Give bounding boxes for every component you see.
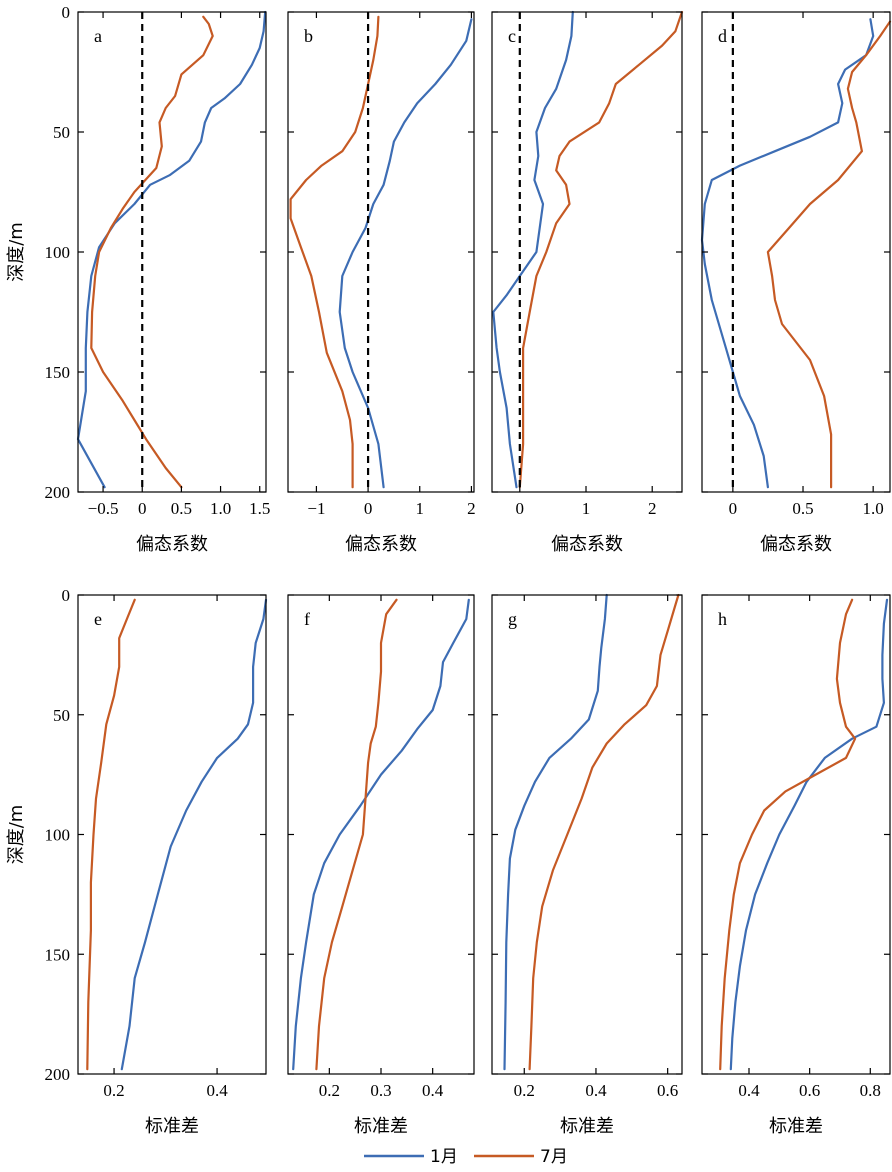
y-tick-label-e: 100 (45, 826, 71, 845)
panel-b: −1 0 1 2 b 偏态系数 (287, 11, 476, 555)
panel-letter-a: a (94, 26, 102, 46)
x-tick-label-a: 1.5 (249, 499, 270, 518)
series-line-jan-f (292, 598, 470, 1071)
series-line-jan-e (120, 598, 268, 1071)
y-tick-label-e: 150 (45, 945, 71, 964)
plot-frame-d (701, 11, 891, 493)
y-tick-label-e: 200 (45, 1065, 71, 1084)
x-tick-label-d: 0.5 (792, 499, 813, 518)
plot-frame-a (77, 11, 267, 493)
panel-a: 0 50 100 150 200 −0.5 0 0.5 1.0 1.5 a 偏态系数 深度/m (6, 3, 270, 555)
series-line-jul-b (289, 15, 380, 489)
panel-letter-b: b (304, 26, 313, 46)
x-tick-label-a: 0.5 (171, 499, 192, 518)
panel-letter-d: d (718, 26, 727, 46)
series-line-jan-g (503, 593, 608, 1071)
panel-h: 0.4 0.6 0.8 h 标准差 (701, 594, 891, 1137)
x-tick-label-a: 0 (138, 499, 147, 518)
x-tick-label-b: −1 (307, 499, 325, 518)
y-tick-label-e: 50 (53, 706, 70, 725)
legend: 1月 7月 (364, 1147, 568, 1167)
x-tick-label-c: 0 (516, 499, 525, 518)
x-tick-label-g: 0.6 (657, 1081, 678, 1100)
series-line-jul-d (766, 20, 892, 489)
x-axis-label-c: 偏态系数 (551, 534, 623, 555)
x-axis-label-g: 标准差 (560, 1116, 614, 1137)
panel-c: 0 1 2 c 偏态系数 (491, 10, 684, 555)
series-line-jul-h (719, 598, 857, 1071)
plot-frame-h (701, 594, 891, 1075)
y-axis-label-1: 深度/m (6, 805, 27, 865)
x-tick-label-a: −0.5 (88, 499, 119, 518)
plot-frame-e (77, 594, 267, 1075)
panel-d: 0 0.5 1.0 d 偏态系数 (700, 11, 892, 555)
x-tick-label-e: 0.2 (103, 1081, 124, 1100)
x-tick-label-b: 1 (416, 499, 425, 518)
plot-frame-b (287, 11, 475, 493)
y-tick-label-a: 200 (45, 483, 71, 502)
x-tick-label-h: 0.8 (860, 1081, 881, 1100)
x-tick-label-g: 0.4 (585, 1081, 607, 1100)
y-axis-label-0: 深度/m (6, 222, 27, 282)
panel-e: 0 50 100 150 200 0.2 0.4 e 标准差 深度/m (6, 586, 268, 1137)
x-tick-label-f: 0.2 (319, 1081, 340, 1100)
series-line-jul-a (90, 15, 214, 489)
panel-g: 0.2 0.4 0.6 g 标准差 (491, 593, 683, 1137)
x-axis-label-h: 标准差 (769, 1116, 823, 1137)
x-tick-label-d: 1.0 (863, 499, 884, 518)
x-tick-label-f: 0.4 (422, 1081, 444, 1100)
x-tick-label-d: 0 (729, 499, 738, 518)
y-tick-label-a: 150 (45, 363, 71, 382)
series-line-jan-h (729, 598, 889, 1071)
legend-label-jul: 7月 (540, 1147, 568, 1167)
series-line-jul-g (528, 593, 680, 1071)
x-tick-label-b: 0 (364, 499, 373, 518)
series-line-jul-e (86, 598, 136, 1071)
x-tick-label-c: 2 (648, 499, 657, 518)
x-tick-label-h: 0.4 (738, 1081, 760, 1100)
panel-letter-g: g (508, 609, 517, 629)
plot-frame-g (491, 594, 683, 1075)
panel-letter-h: h (718, 609, 727, 629)
x-axis-label-e: 标准差 (145, 1116, 199, 1137)
x-tick-label-h: 0.6 (799, 1081, 820, 1100)
panel-letter-f: f (304, 609, 310, 629)
x-axis-label-a: 偏态系数 (136, 534, 208, 555)
panel-letter-c: c (508, 26, 516, 46)
panel-letter-e: e (94, 609, 102, 629)
series-line-jan-d (700, 18, 875, 489)
y-tick-label-a: 100 (45, 243, 71, 262)
x-tick-label-f: 0.3 (370, 1081, 391, 1100)
series-line-jan-b (338, 18, 473, 489)
y-tick-label-a: 0 (62, 3, 71, 22)
x-tick-label-e: 0.4 (206, 1081, 228, 1100)
y-tick-label-e: 0 (62, 586, 71, 605)
x-tick-label-a: 1.0 (210, 499, 231, 518)
legend-label-jan: 1月 (430, 1147, 458, 1167)
panel-f: 0.2 0.3 0.4 f 标准差 (287, 594, 475, 1137)
y-tick-label-a: 50 (53, 123, 70, 142)
x-axis-label-d: 偏态系数 (760, 534, 832, 555)
x-axis-label-f: 标准差 (354, 1116, 408, 1137)
x-axis-label-b: 偏态系数 (345, 534, 417, 555)
x-tick-label-b: 2 (467, 499, 476, 518)
series-line-jul-c (518, 10, 684, 489)
series-line-jul-f (315, 598, 398, 1071)
x-tick-label-c: 1 (582, 499, 591, 518)
x-tick-label-g: 0.2 (514, 1081, 535, 1100)
series-line-jan-c (492, 10, 574, 489)
series-line-jan-a (76, 10, 267, 489)
